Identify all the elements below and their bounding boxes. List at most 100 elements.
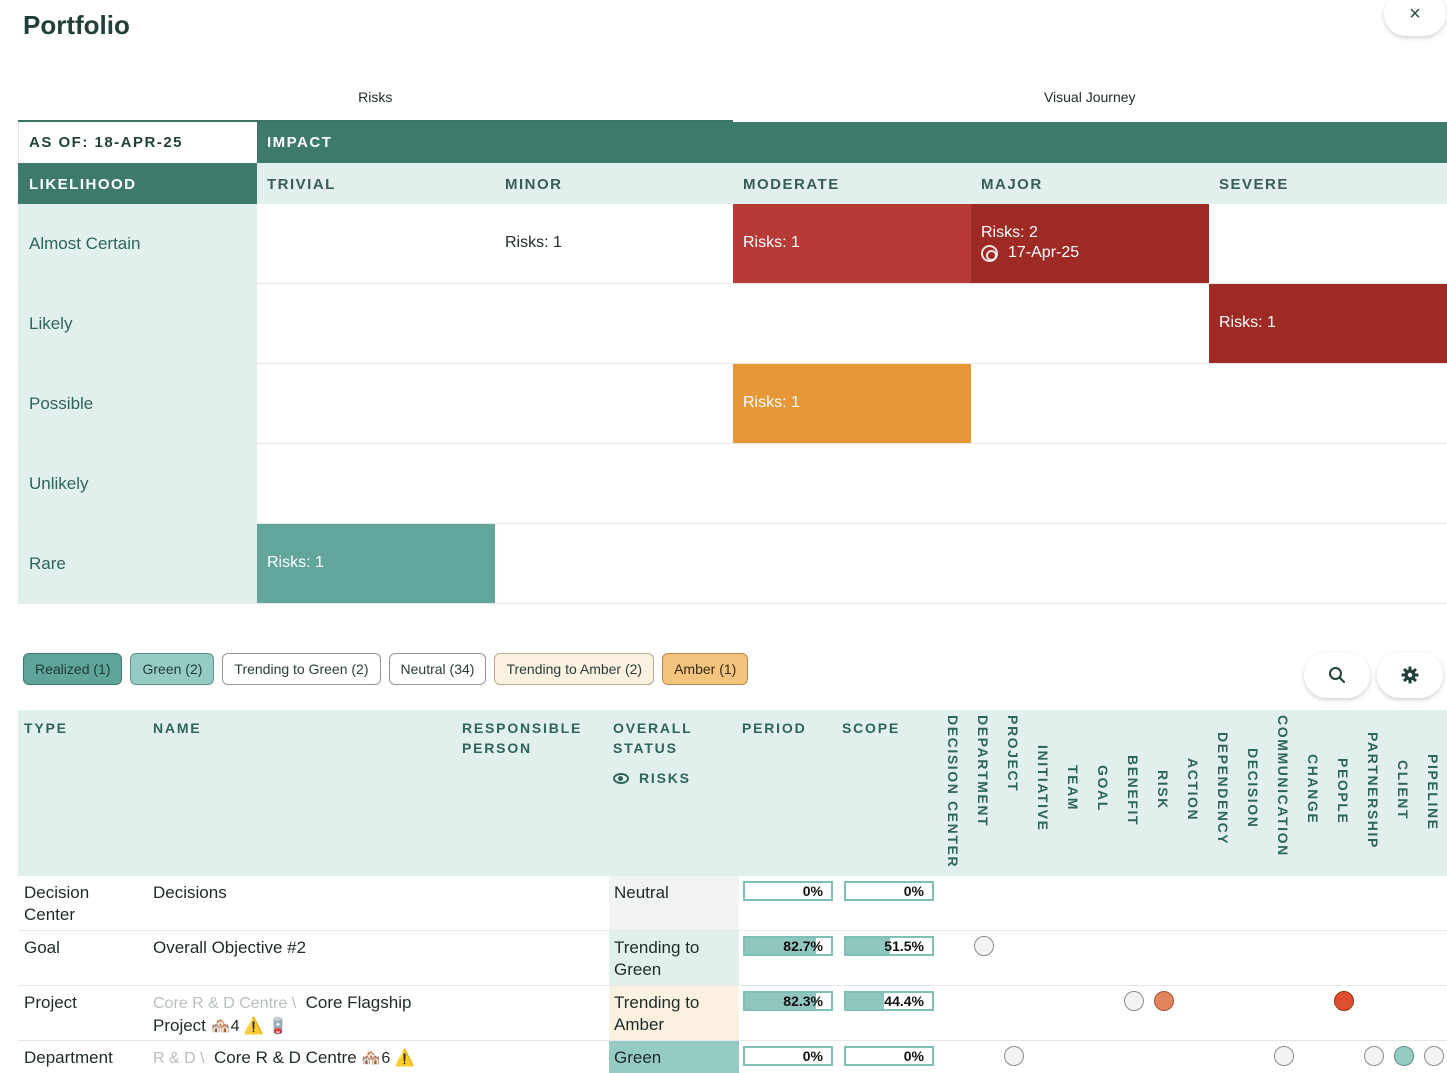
row-name-text: Core R & D Centre (214, 1048, 357, 1067)
matrix-cell (1209, 444, 1447, 524)
filter-neutral[interactable]: Neutral (34) (388, 653, 487, 685)
column-people[interactable]: PEOPLE (1335, 758, 1351, 825)
column-initiative[interactable]: INITIATIVE (1035, 745, 1051, 832)
filter-trending-to-green[interactable]: Trending to Green (2) (222, 653, 381, 685)
column-project[interactable]: PROJECT (1005, 715, 1021, 793)
close-button[interactable]: × (1384, 0, 1446, 36)
scope-progress: 44.4% (844, 991, 934, 1011)
column-period[interactable]: PERIOD (742, 720, 807, 736)
progress-value: 82.7% (783, 938, 823, 954)
tab-risks[interactable]: Risks (18, 84, 733, 122)
row-name-text: Core Flagship Project (153, 993, 412, 1035)
column-team[interactable]: TEAM (1065, 765, 1081, 812)
table-row[interactable]: Goal Overall Objective #2 Trending to Gr… (18, 931, 1447, 986)
filter-realized[interactable]: Realized (1) (23, 653, 123, 685)
likelihood-header: LIKELIHOOD (18, 163, 257, 204)
impact-level-severe: SEVERE (1209, 163, 1447, 204)
client-link-dot[interactable] (1394, 1046, 1414, 1066)
column-communication[interactable]: COMMUNICATION (1275, 715, 1291, 857)
progress-value: 0% (802, 1048, 823, 1064)
column-scope[interactable]: SCOPE (842, 720, 901, 736)
scope-progress: 0% (844, 881, 934, 901)
matrix-cell[interactable]: Risks: 1 (733, 364, 971, 444)
column-department[interactable]: DEPARTMENT (975, 715, 991, 828)
column-dependency[interactable]: DEPENDENCY (1215, 732, 1231, 846)
row-breadcrumb[interactable]: Core R & D Centre \ (153, 995, 297, 1012)
pipeline-link-dot[interactable] (1424, 1046, 1444, 1066)
row-name-text: Decisions (153, 883, 227, 902)
column-pipeline[interactable]: PIPELINE (1425, 754, 1441, 831)
matrix-cell[interactable]: Risks: 1 (1209, 284, 1447, 364)
table-row[interactable]: Project Core R & D Centre \ Core Flagshi… (18, 986, 1447, 1041)
department-link-dot[interactable] (974, 936, 994, 956)
column-decision[interactable]: DECISION (1245, 748, 1261, 829)
page-title: Portfolio (23, 10, 130, 40)
matrix-cell (971, 284, 1209, 364)
filter-amber[interactable]: Amber (1) (662, 653, 749, 685)
column-label: RESPONSIBLE (462, 720, 583, 736)
tab-bar: Risks Visual Journey (18, 84, 1447, 122)
row-type: Department (24, 1048, 113, 1067)
tab-visual-journey[interactable]: Visual Journey (1043, 89, 1136, 105)
matrix-cell (257, 204, 495, 284)
impact-level-trivial: TRIVIAL (257, 163, 495, 204)
row-breadcrumb[interactable]: R & D \ (153, 1050, 205, 1067)
as-of-date: AS OF: 18-APR-25 (18, 122, 257, 163)
table-row[interactable]: Department R & D \ Core R & D Centre 🏘️6… (18, 1041, 1447, 1073)
column-change[interactable]: CHANGE (1305, 754, 1321, 825)
search-button[interactable] (1304, 652, 1370, 698)
matrix-cell (1209, 204, 1447, 284)
likelihood-label: Likely (18, 284, 257, 364)
column-overall-status[interactable]: OVERALL STATUS RISKS (613, 718, 693, 789)
matrix-row-likely: Likely Risks: 1 (18, 284, 1447, 364)
column-client[interactable]: CLIENT (1395, 760, 1411, 821)
people-link-dot[interactable] (1334, 991, 1354, 1011)
row-type: Decision Center (24, 883, 90, 924)
impact-level-moderate: MODERATE (733, 163, 971, 204)
filter-green[interactable]: Green (2) (130, 653, 215, 685)
column-type[interactable]: TYPE (24, 720, 68, 736)
progress-value: 0% (802, 883, 823, 899)
partnership-link-dot[interactable] (1364, 1046, 1384, 1066)
matrix-cell[interactable]: Risks: 1 (257, 524, 495, 604)
matrix-cell[interactable]: Risks: 1 (733, 204, 971, 284)
project-link-dot[interactable] (1004, 1046, 1024, 1066)
benefit-link-dot[interactable] (1124, 991, 1144, 1011)
matrix-cell[interactable]: Risks: 1 (495, 204, 733, 284)
risk-matrix: AS OF: 18-APR-25 IMPACT LIKELIHOOD TRIVI… (18, 122, 1447, 604)
row-status: Neutral (609, 876, 739, 930)
column-action[interactable]: ACTION (1185, 758, 1201, 822)
progress-value: 51.5% (884, 938, 924, 954)
risks-toggle-label: RISKS (639, 770, 691, 786)
likelihood-label: Rare (18, 524, 257, 604)
risks-toggle[interactable]: RISKS (613, 768, 691, 788)
row-name[interactable]: Overall Objective #2 (153, 937, 453, 959)
progress-fill (745, 993, 816, 1009)
filter-trending-to-amber[interactable]: Trending to Amber (2) (494, 653, 655, 685)
row-indicators: 🏘️4 ⚠️ 🪫 (210, 1018, 289, 1035)
table-row[interactable]: Decision Center Decisions Neutral 0% 0% (18, 876, 1447, 931)
row-name[interactable]: Core R & D Centre \ Core Flagship Projec… (153, 992, 453, 1038)
portfolio-table: TYPE NAME RESPONSIBLE PERSON OVERALL STA… (18, 710, 1447, 1073)
row-name[interactable]: Decisions (153, 882, 453, 904)
column-responsible-person[interactable]: RESPONSIBLE PERSON (462, 718, 582, 758)
matrix-row-almost-certain: Almost Certain Risks: 1 Risks: 1 Risks: … (18, 204, 1447, 284)
matrix-cell (971, 364, 1209, 444)
row-type: Project (24, 993, 77, 1012)
column-goal[interactable]: GOAL (1095, 765, 1111, 812)
matrix-cell[interactable]: Risks: 2 17-Apr-25 (971, 204, 1209, 284)
scope-progress: 0% (844, 1046, 934, 1066)
column-name[interactable]: NAME (153, 720, 202, 736)
column-partnership[interactable]: PARTNERSHIP (1365, 732, 1381, 849)
column-decision-center[interactable]: DECISION CENTER (945, 715, 961, 869)
eye-icon (613, 772, 629, 784)
risk-link-dot[interactable] (1154, 991, 1174, 1011)
column-benefit[interactable]: BENEFIT (1125, 755, 1141, 827)
target-icon (981, 244, 998, 262)
row-name[interactable]: R & D \ Core R & D Centre 🏘️6 ⚠️ (153, 1047, 453, 1070)
matrix-cell (257, 364, 495, 444)
column-risk[interactable]: RISK (1155, 770, 1171, 810)
settings-button[interactable] (1377, 652, 1443, 698)
row-indicators: 🏘️6 ⚠️ (361, 1050, 415, 1067)
communication-link-dot[interactable] (1274, 1046, 1294, 1066)
